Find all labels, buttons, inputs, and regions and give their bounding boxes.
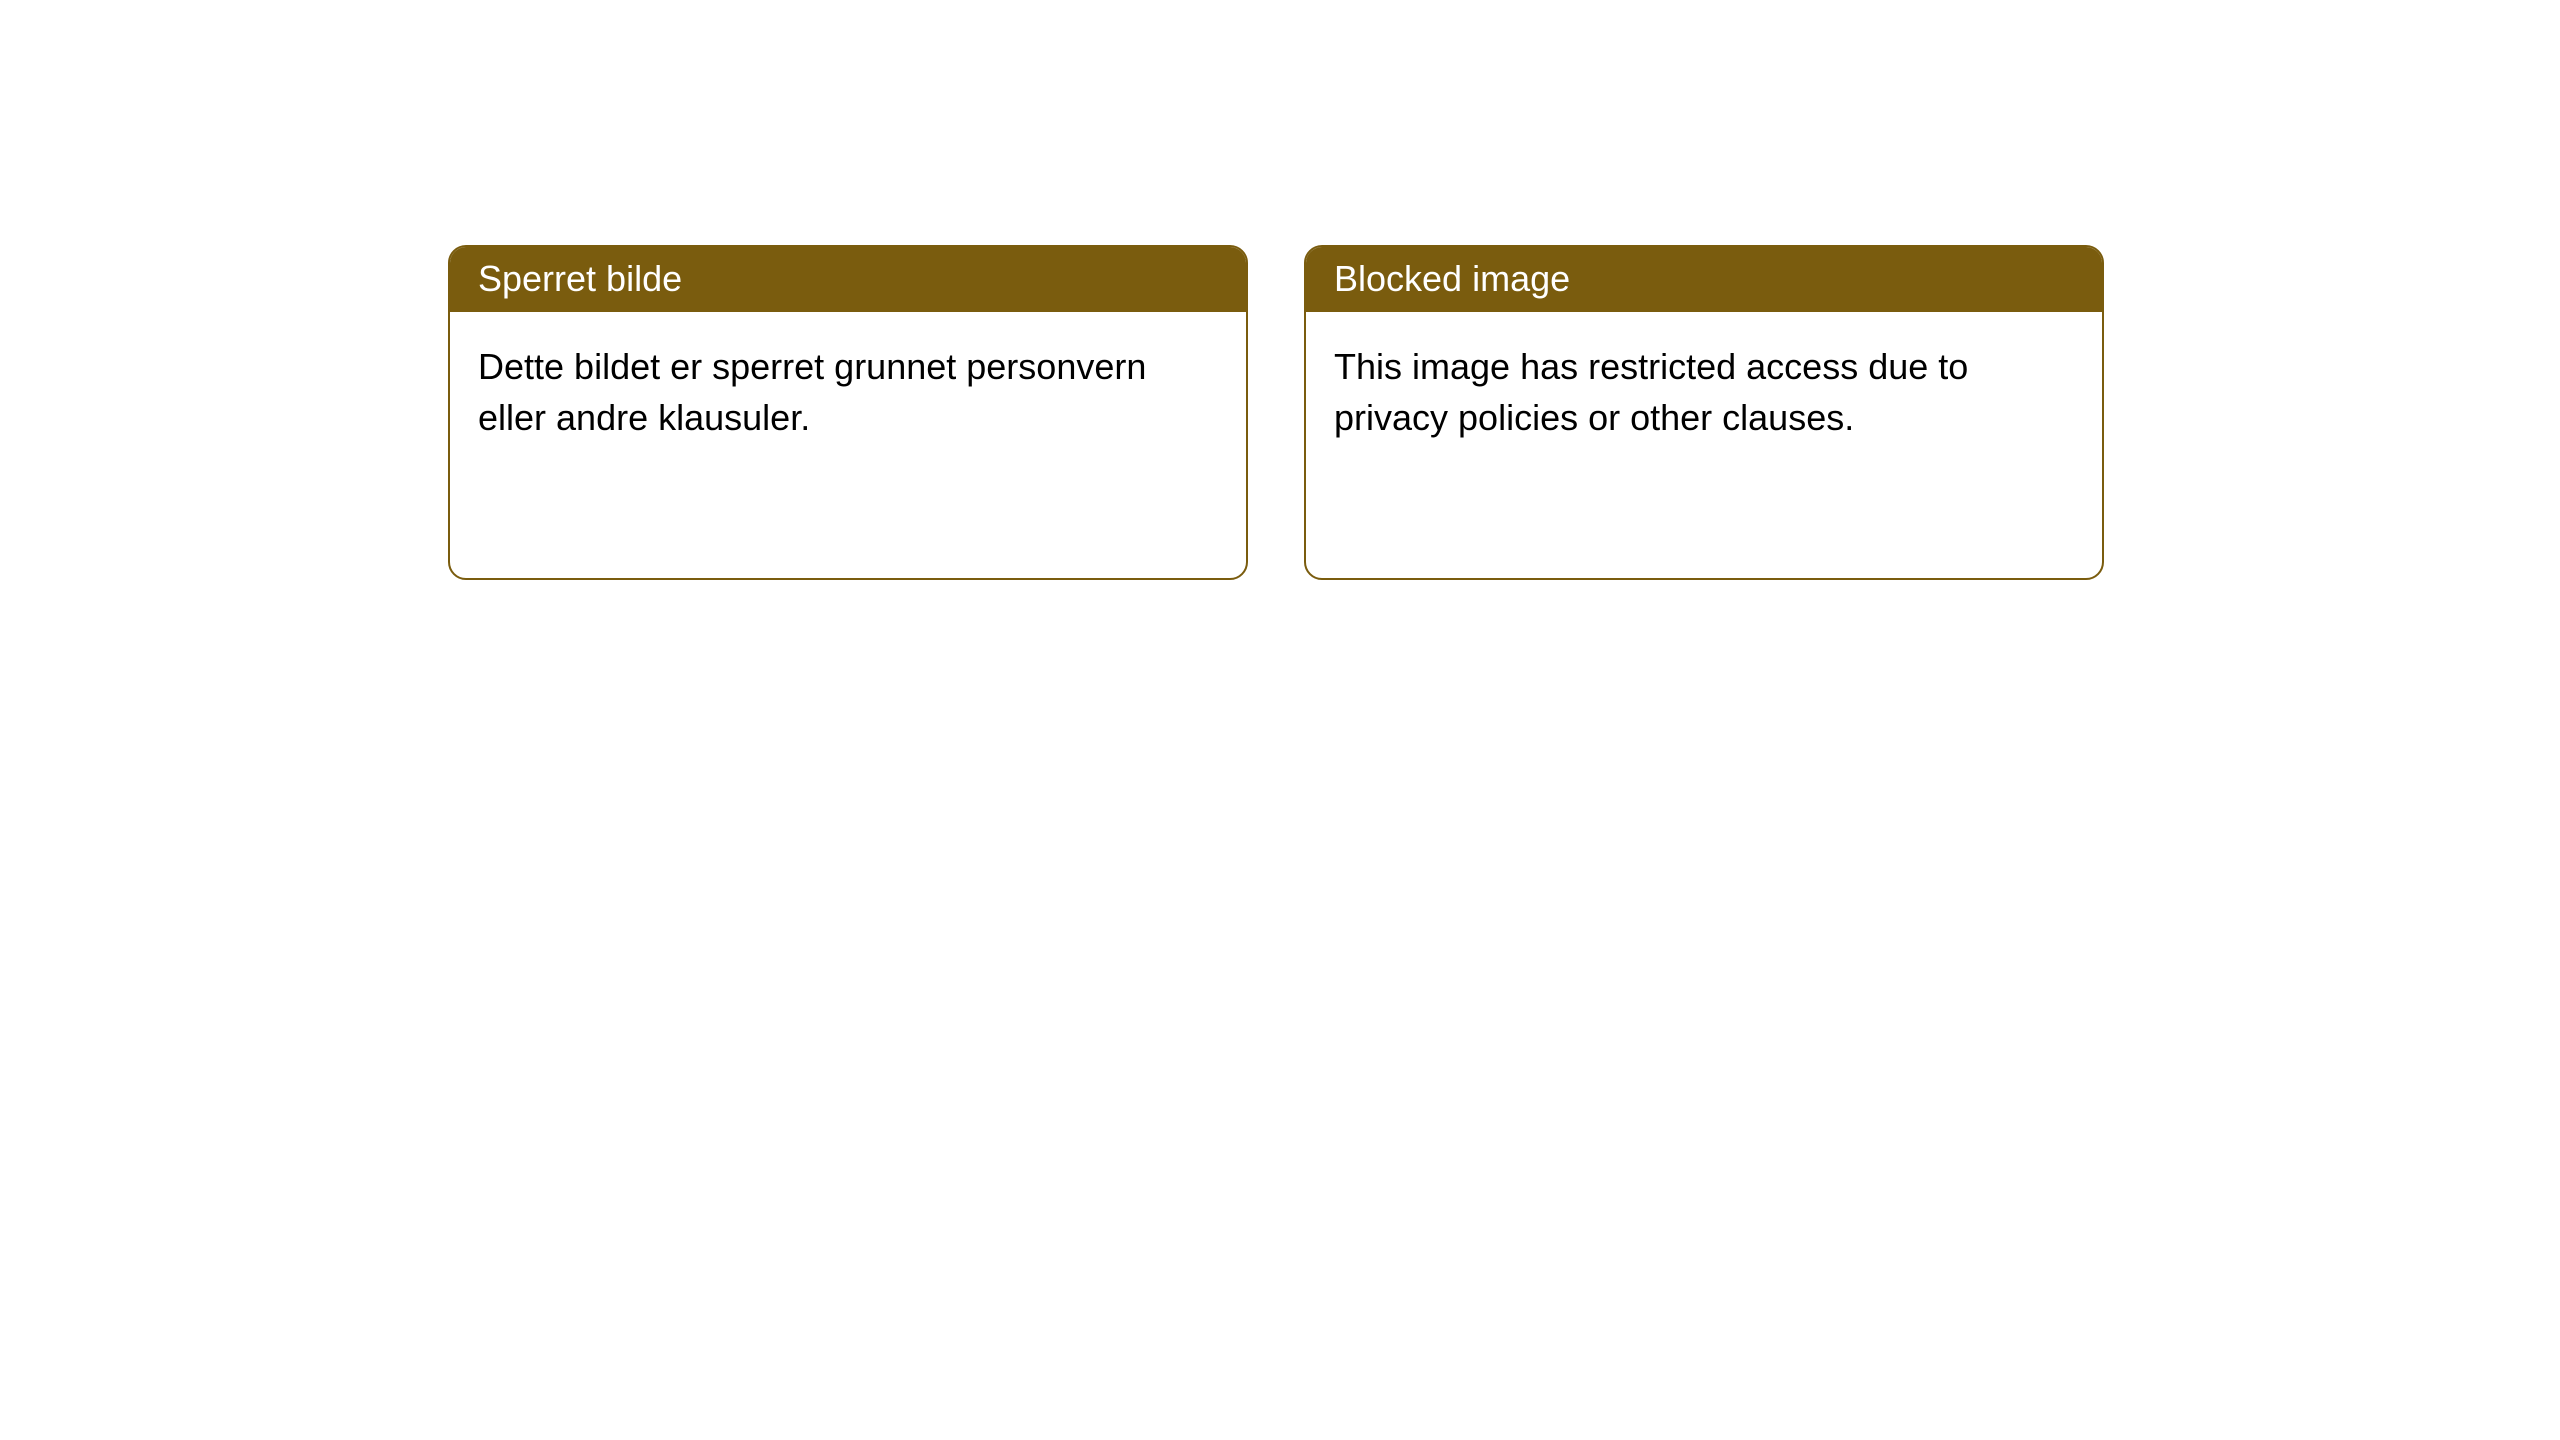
blocked-image-card-no: Sperret bilde Dette bildet er sperret gr… (448, 245, 1248, 580)
card-header: Sperret bilde (450, 247, 1246, 312)
blocked-image-card-en: Blocked image This image has restricted … (1304, 245, 2104, 580)
card-header: Blocked image (1306, 247, 2102, 312)
cards-container: Sperret bilde Dette bildet er sperret gr… (0, 0, 2560, 580)
card-body: This image has restricted access due to … (1306, 312, 2102, 473)
card-body: Dette bildet er sperret grunnet personve… (450, 312, 1246, 473)
